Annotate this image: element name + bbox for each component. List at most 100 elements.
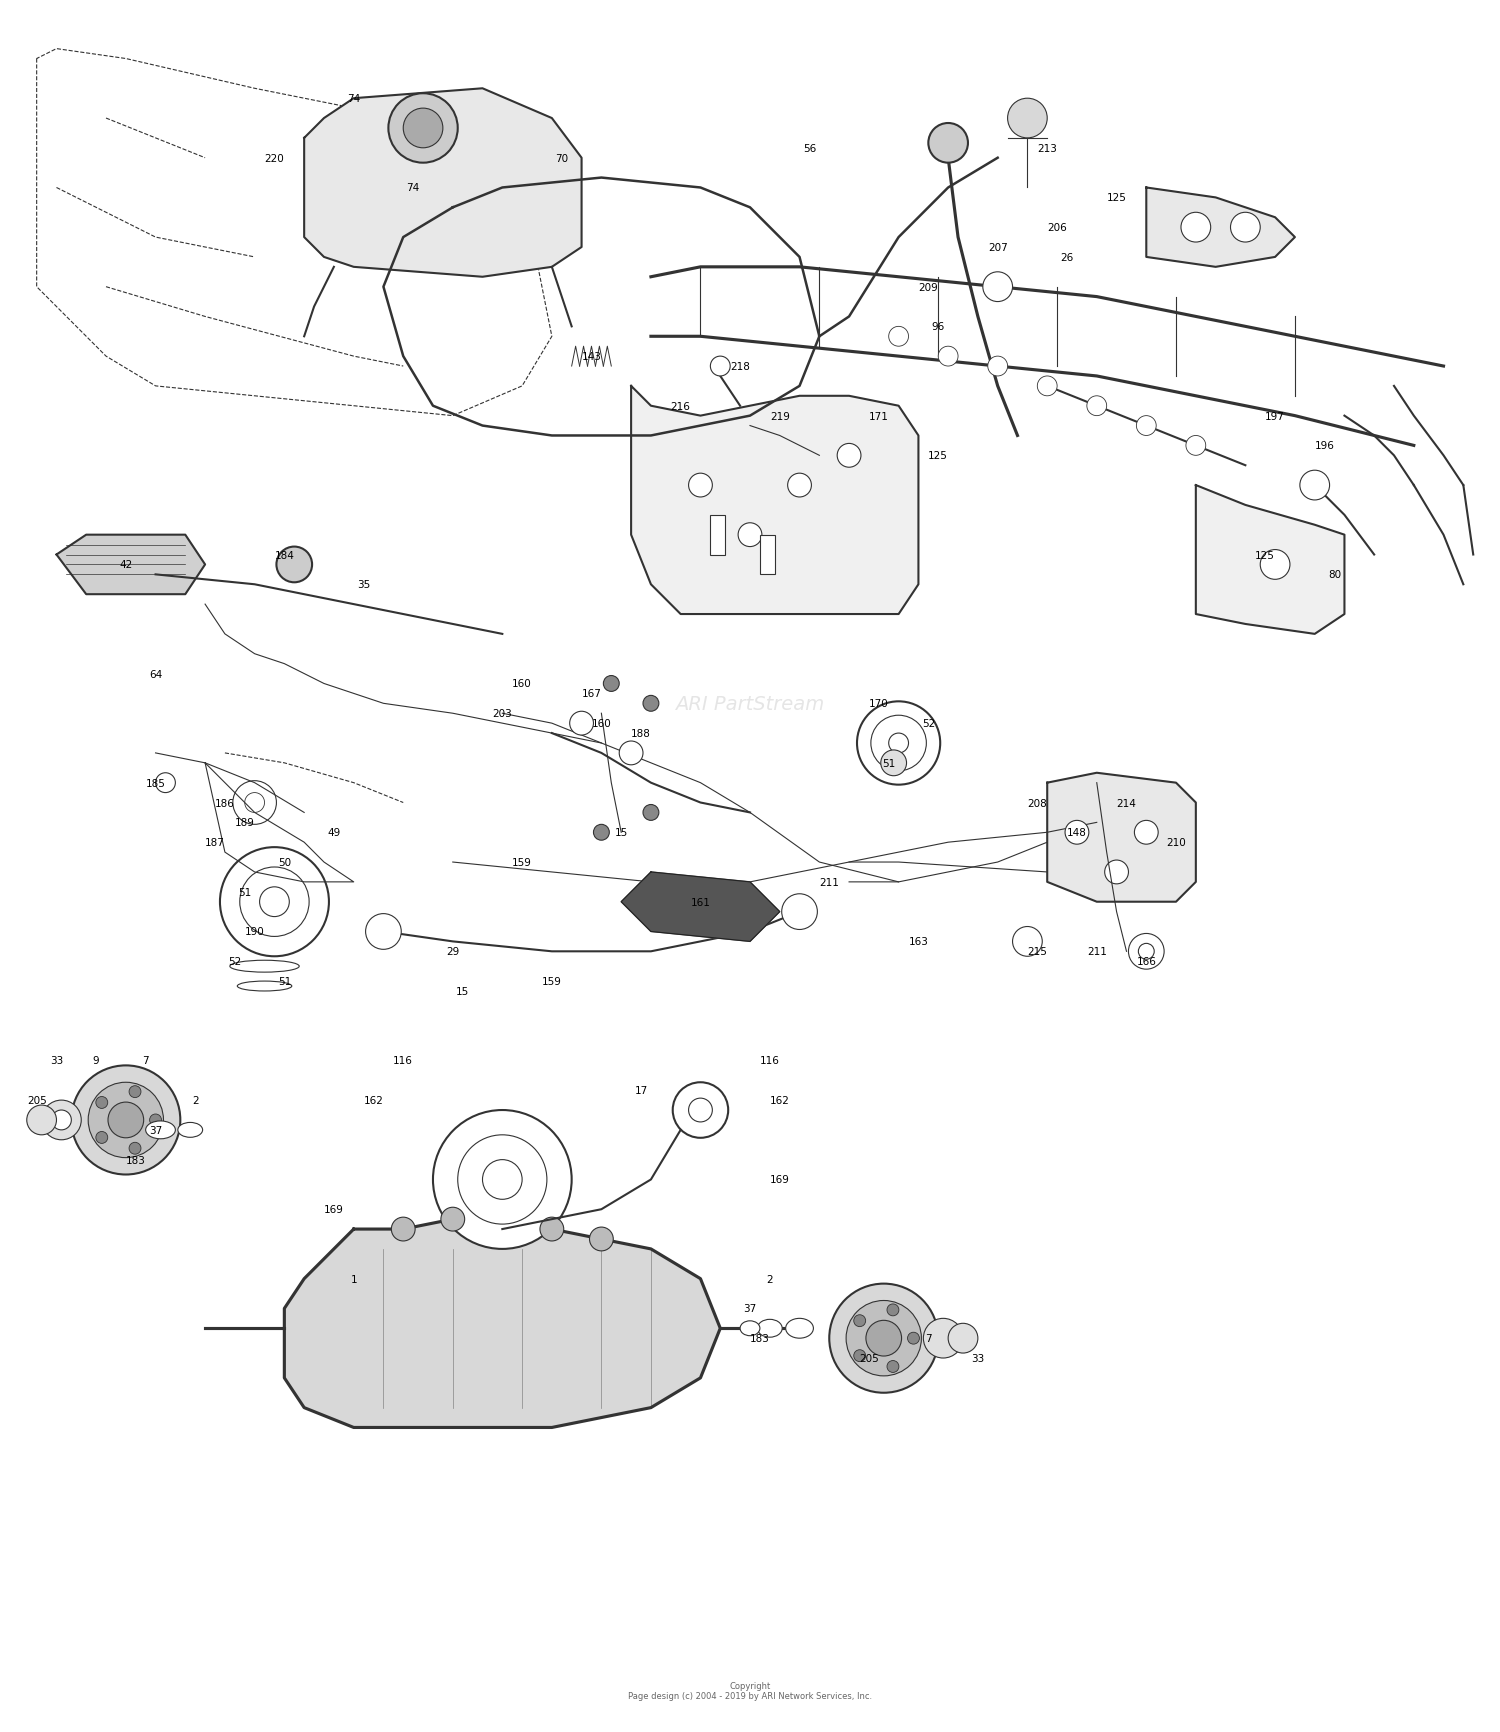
Circle shape: [924, 1318, 963, 1358]
Polygon shape: [304, 90, 582, 277]
Text: 197: 197: [1264, 412, 1286, 421]
Text: 1: 1: [351, 1275, 357, 1283]
Text: 51: 51: [278, 977, 291, 987]
Circle shape: [688, 1098, 712, 1122]
Circle shape: [156, 772, 176, 793]
Circle shape: [51, 1110, 72, 1131]
Circle shape: [830, 1283, 938, 1393]
Circle shape: [1134, 821, 1158, 845]
Circle shape: [908, 1332, 920, 1344]
Circle shape: [433, 1110, 572, 1249]
Text: 35: 35: [357, 580, 370, 591]
Circle shape: [948, 1323, 978, 1353]
Circle shape: [865, 1320, 901, 1356]
Text: 15: 15: [615, 828, 628, 838]
Circle shape: [1186, 436, 1206, 456]
Text: 163: 163: [909, 937, 928, 947]
Text: 183: 183: [750, 1334, 770, 1344]
Circle shape: [688, 475, 712, 497]
Text: 160: 160: [513, 679, 532, 689]
Circle shape: [1013, 927, 1042, 956]
Circle shape: [1065, 821, 1089, 845]
Circle shape: [672, 1082, 728, 1138]
Text: 162: 162: [770, 1095, 789, 1105]
Circle shape: [1008, 99, 1047, 139]
Text: 148: 148: [1066, 828, 1088, 838]
Text: 216: 216: [670, 402, 690, 412]
Circle shape: [928, 125, 968, 163]
Text: 206: 206: [1047, 223, 1066, 234]
Text: 187: 187: [206, 838, 225, 847]
Circle shape: [853, 1349, 865, 1361]
Circle shape: [570, 712, 594, 736]
Circle shape: [392, 1218, 416, 1242]
Text: 125: 125: [928, 450, 948, 461]
Circle shape: [853, 1315, 865, 1327]
Text: 188: 188: [632, 729, 651, 738]
Circle shape: [1088, 397, 1107, 416]
Text: 9: 9: [93, 1057, 99, 1065]
Text: 26: 26: [1060, 253, 1074, 263]
Circle shape: [72, 1065, 180, 1174]
Text: 116: 116: [393, 1057, 412, 1065]
Text: 2: 2: [192, 1095, 198, 1105]
Circle shape: [220, 847, 328, 956]
Circle shape: [1137, 416, 1156, 436]
Circle shape: [1230, 213, 1260, 242]
Text: 7: 7: [142, 1057, 148, 1065]
Circle shape: [620, 741, 644, 766]
Text: 56: 56: [802, 144, 816, 154]
Text: 166: 166: [1137, 956, 1156, 966]
Circle shape: [88, 1082, 164, 1159]
Polygon shape: [285, 1219, 720, 1427]
Circle shape: [1104, 861, 1128, 885]
Text: 219: 219: [770, 412, 789, 421]
Text: 50: 50: [278, 857, 291, 868]
Circle shape: [388, 94, 458, 163]
Circle shape: [846, 1301, 921, 1377]
Circle shape: [738, 523, 762, 547]
Text: 218: 218: [730, 362, 750, 372]
Ellipse shape: [146, 1121, 176, 1140]
Text: 17: 17: [634, 1086, 648, 1096]
Text: 52: 52: [921, 719, 934, 729]
Circle shape: [871, 715, 927, 771]
Text: 29: 29: [446, 947, 459, 956]
Circle shape: [1300, 471, 1329, 501]
Circle shape: [1180, 213, 1210, 242]
Circle shape: [96, 1131, 108, 1143]
Circle shape: [260, 887, 290, 916]
Text: 214: 214: [1116, 798, 1137, 809]
Text: 51: 51: [238, 887, 252, 897]
Circle shape: [150, 1114, 162, 1126]
Circle shape: [1138, 944, 1154, 960]
Text: 49: 49: [327, 828, 340, 838]
Text: 74: 74: [406, 184, 420, 194]
Text: 161: 161: [690, 897, 711, 908]
Text: 33: 33: [970, 1353, 984, 1363]
Circle shape: [880, 750, 906, 776]
Text: 205: 205: [859, 1353, 879, 1363]
Circle shape: [1128, 934, 1164, 970]
Text: 190: 190: [244, 927, 264, 937]
Text: 184: 184: [274, 551, 294, 559]
Circle shape: [129, 1143, 141, 1155]
Circle shape: [888, 734, 909, 753]
Text: 37: 37: [148, 1126, 162, 1134]
Circle shape: [886, 1361, 898, 1373]
Text: 37: 37: [744, 1304, 756, 1313]
Circle shape: [594, 824, 609, 840]
Text: 125: 125: [1256, 551, 1275, 559]
Circle shape: [276, 547, 312, 584]
Circle shape: [540, 1218, 564, 1242]
Ellipse shape: [237, 982, 292, 991]
Text: 185: 185: [146, 778, 165, 788]
Circle shape: [782, 894, 818, 930]
Circle shape: [1038, 378, 1058, 397]
Text: 186: 186: [214, 798, 236, 809]
Text: 167: 167: [582, 689, 602, 700]
Circle shape: [458, 1134, 548, 1225]
Circle shape: [441, 1207, 465, 1231]
Text: 213: 213: [1038, 144, 1058, 154]
Circle shape: [644, 805, 658, 821]
